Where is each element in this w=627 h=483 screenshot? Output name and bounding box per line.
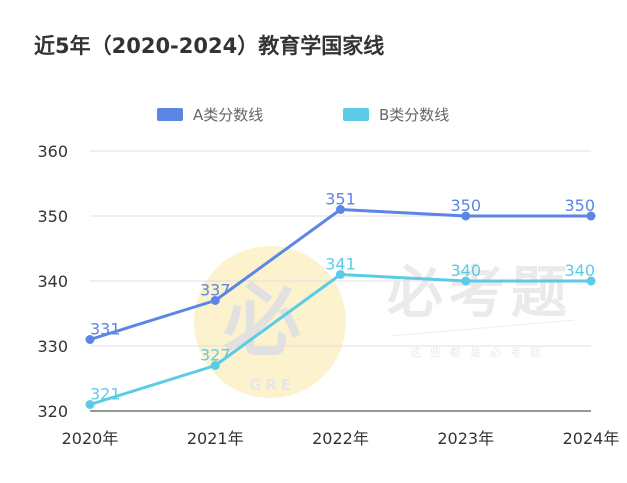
watermark: 必 GRE 必考题 这些都是必考题 — [194, 246, 576, 398]
x-tick-label: 2020年 — [62, 429, 119, 448]
x-tick-label: 2023年 — [437, 429, 494, 448]
legend-swatch-b — [343, 107, 369, 121]
watermark-main-text: 必考题 — [387, 261, 573, 326]
data-point[interactable] — [586, 211, 596, 221]
data-label: 327 — [200, 346, 231, 365]
data-label: 340 — [450, 261, 481, 280]
data-point[interactable] — [210, 296, 220, 305]
legend: A类分数线 B类分数线 — [0, 102, 627, 126]
data-point[interactable] — [85, 400, 95, 409]
watermark-rule — [389, 319, 576, 337]
data-label: 321 — [90, 385, 121, 404]
watermark-circle — [194, 246, 346, 398]
chart-title: 近5年（2020-2024）教育学国家线 — [34, 34, 385, 58]
data-point[interactable] — [85, 335, 95, 344]
data-label: 341 — [325, 255, 356, 274]
data-point[interactable] — [336, 270, 345, 279]
y-tick-label: 330 — [37, 337, 68, 356]
legend-label-b: B类分数线 — [379, 105, 450, 124]
series-a: 331 337 351 350 350 — [85, 190, 596, 344]
watermark-circle-glyph: 必 — [223, 277, 301, 367]
data-label: 350 — [564, 196, 595, 215]
x-tick-label: 2021年 — [187, 429, 244, 448]
data-label: 331 — [90, 320, 121, 339]
data-point[interactable] — [461, 276, 471, 286]
series-b: 321 327 341 340 340 — [85, 255, 596, 409]
legend-label-a: A类分数线 — [193, 105, 264, 124]
data-label: 340 — [564, 261, 595, 280]
x-axis: 2020年 2021年 2022年 2023年 2024年 — [62, 429, 620, 448]
y-tick-label: 320 — [37, 402, 68, 421]
watermark-sub-text: 这些都是必考题 — [410, 345, 550, 359]
data-point[interactable] — [586, 276, 596, 286]
data-label: 337 — [200, 281, 231, 300]
data-point[interactable] — [336, 205, 345, 214]
x-tick-label: 2022年 — [312, 429, 369, 448]
legend-swatch-a — [157, 107, 183, 121]
y-tick-label: 360 — [37, 142, 68, 161]
y-axis: 320 330 340 350 360 — [37, 142, 68, 421]
legend-item-a[interactable]: A类分数线 — [157, 102, 263, 126]
watermark-circle-sub: GRE — [249, 376, 295, 394]
y-tick-label: 350 — [37, 207, 68, 226]
data-point[interactable] — [210, 361, 220, 370]
data-label: 351 — [325, 190, 356, 209]
y-tick-label: 340 — [37, 272, 68, 291]
data-point[interactable] — [461, 211, 471, 221]
x-tick-label: 2024年 — [563, 429, 620, 448]
series-layer: 331 337 351 350 350 321 327 341 340 340 — [85, 190, 596, 409]
data-label: 350 — [450, 196, 481, 215]
legend-item-b[interactable]: B类分数线 — [343, 102, 449, 126]
